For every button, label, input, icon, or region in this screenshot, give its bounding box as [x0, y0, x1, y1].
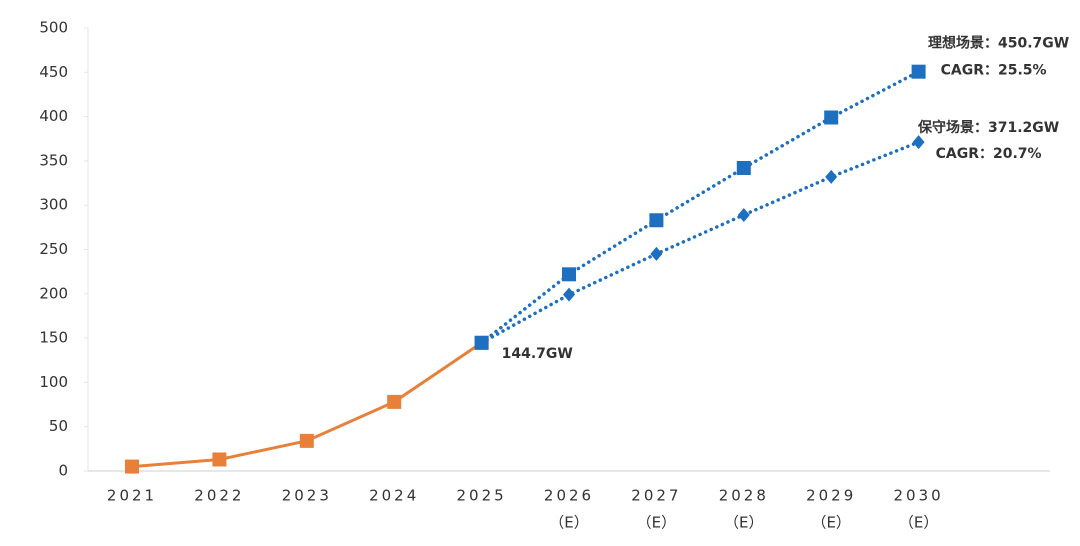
marker	[475, 335, 488, 350]
y-tick-label: 500	[39, 19, 68, 37]
marker	[299, 433, 314, 448]
x-tick-label: 2028	[719, 487, 769, 505]
y-tick-label: 350	[39, 151, 68, 169]
marker	[911, 64, 926, 79]
x-tick-label: 2027	[631, 487, 681, 505]
x-tick-label: 2030	[894, 487, 944, 505]
x-tick-note: （E）	[899, 514, 938, 532]
marker	[387, 394, 402, 409]
series-line	[479, 140, 921, 345]
marker	[212, 452, 227, 467]
annotation: CAGR：25.5%	[941, 63, 1047, 79]
y-tick-label: 150	[39, 329, 68, 347]
marker	[650, 246, 663, 261]
marker	[563, 287, 575, 302]
y-tick-label: 50	[49, 417, 68, 435]
x-tick-note: （E）	[637, 514, 676, 532]
annotation: 保守场景：371.2GW	[917, 119, 1059, 136]
marker	[125, 459, 139, 474]
x-tick-note: （E）	[811, 514, 850, 532]
x-tick-label: 2022	[194, 487, 244, 505]
marker	[912, 135, 925, 150]
x-tick-label: 2029	[806, 487, 856, 505]
marker	[825, 169, 838, 184]
marker	[824, 110, 839, 125]
y-tick-label: 0	[58, 462, 68, 480]
x-tick-label: 2025	[457, 487, 507, 505]
x-tick-label: 2026	[544, 487, 594, 505]
data-label: 144.7GW	[502, 346, 573, 362]
y-tick-label: 200	[39, 284, 68, 302]
x-tick-note: （E）	[724, 514, 763, 532]
y-tick-label: 250	[39, 240, 68, 258]
annotation: CAGR：20.7%	[936, 146, 1042, 162]
series-line	[479, 69, 921, 345]
x-tick-label: 2023	[282, 487, 332, 505]
y-tick-label: 400	[39, 107, 68, 125]
marker	[737, 207, 750, 222]
y-tick-label: 450	[39, 63, 68, 81]
marker	[562, 267, 576, 282]
x-tick-label: 2021	[107, 487, 157, 505]
y-tick-label: 300	[39, 196, 68, 214]
series-line	[131, 341, 483, 469]
x-tick-label: 2024	[369, 487, 419, 505]
marker	[649, 213, 664, 228]
x-tick-note: （E）	[549, 514, 588, 532]
marker	[736, 160, 751, 175]
y-tick-label: 100	[39, 373, 68, 391]
annotation: 理想场景：450.7GW	[928, 35, 1069, 52]
